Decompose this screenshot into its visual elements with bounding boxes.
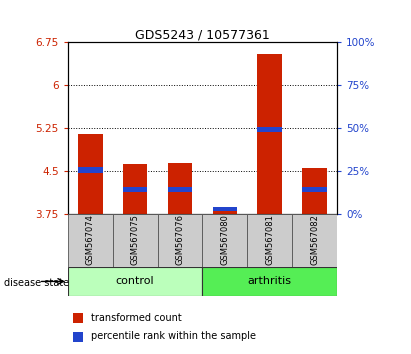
Bar bbox=[168, 187, 192, 193]
Bar bbox=[68, 267, 203, 296]
Bar bbox=[113, 214, 157, 267]
Bar bbox=[203, 214, 247, 267]
Text: GSM567075: GSM567075 bbox=[131, 214, 140, 265]
Bar bbox=[157, 214, 203, 267]
Text: arthritis: arthritis bbox=[248, 276, 292, 286]
Text: GSM567082: GSM567082 bbox=[310, 214, 319, 265]
Bar bbox=[78, 134, 103, 214]
Bar bbox=[212, 207, 237, 211]
Bar bbox=[292, 214, 337, 267]
Bar bbox=[203, 267, 337, 296]
Bar bbox=[123, 187, 148, 193]
Text: GSM567081: GSM567081 bbox=[265, 214, 274, 265]
Bar bbox=[302, 187, 327, 193]
Bar bbox=[257, 127, 282, 132]
Text: percentile rank within the sample: percentile rank within the sample bbox=[91, 331, 256, 341]
Bar bbox=[247, 214, 292, 267]
Bar bbox=[212, 207, 237, 214]
Text: control: control bbox=[116, 276, 155, 286]
Bar bbox=[302, 169, 327, 214]
Text: GSM567080: GSM567080 bbox=[220, 214, 229, 265]
Bar bbox=[68, 214, 113, 267]
Text: disease state: disease state bbox=[4, 278, 69, 288]
Text: transformed count: transformed count bbox=[91, 313, 182, 322]
Bar bbox=[73, 313, 83, 323]
Text: GSM567076: GSM567076 bbox=[175, 214, 185, 265]
Title: GDS5243 / 10577361: GDS5243 / 10577361 bbox=[135, 28, 270, 41]
Bar bbox=[73, 332, 83, 342]
Text: GSM567074: GSM567074 bbox=[86, 214, 95, 265]
Bar bbox=[257, 54, 282, 214]
Bar bbox=[168, 162, 192, 214]
Bar bbox=[123, 164, 148, 214]
Bar bbox=[78, 167, 103, 173]
